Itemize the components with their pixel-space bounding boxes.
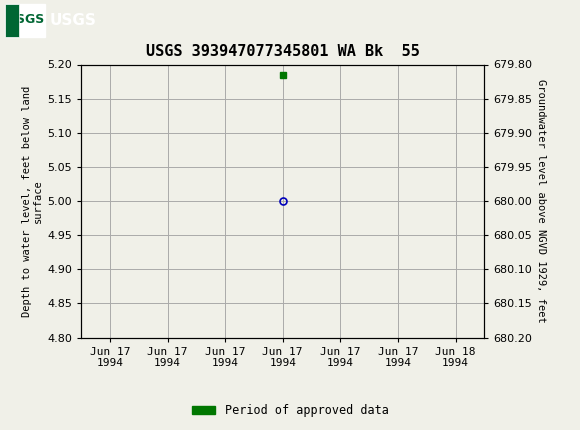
Legend: Period of approved data: Period of approved data [187,399,393,422]
Text: USGS: USGS [7,13,45,26]
Bar [5,4,45,37]
Title: USGS 393947077345801 WA Bk  55: USGS 393947077345801 WA Bk 55 [146,44,419,59]
Bar [5,4,19,37]
Y-axis label: Groundwater level above NGVD 1929, feet: Groundwater level above NGVD 1929, feet [536,79,546,323]
Y-axis label: Depth to water level, feet below land
surface: Depth to water level, feet below land su… [21,86,43,316]
Text: USGS: USGS [49,13,96,28]
